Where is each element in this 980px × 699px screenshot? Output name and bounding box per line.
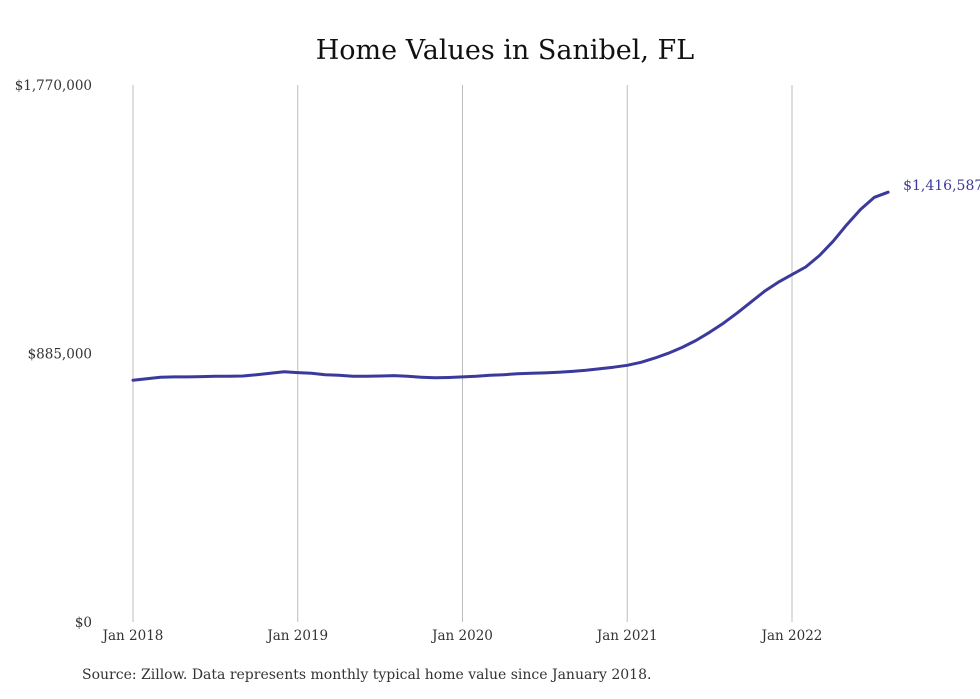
x-tick-label: Jan 2018 [101,628,164,644]
x-axis-tick-labels: Jan 2018 Jan 2019 Jan 2020 Jan 2021 Jan 2022 [101,628,823,644]
end-value-label: $1,416,587 [903,178,980,194]
y-tick-label: $885,000 [28,347,92,363]
series-group [131,190,890,382]
chart-title: Home Values in Sanibel, FL [316,35,695,66]
source-note: Source: Zillow. Data represents monthly … [82,667,652,683]
vertical-gridlines [132,85,793,622]
x-tick-label: Jan 2021 [595,628,658,644]
x-tick-label: Jan 2020 [430,628,493,644]
y-axis-tick-labels: $0 $885,000 $1,770,000 [15,78,92,631]
y-tick-label: $0 [75,615,92,631]
series-line-0 [131,190,890,382]
x-tick-label: Jan 2019 [265,628,328,644]
x-tick-label: Jan 2022 [760,628,823,644]
y-tick-label: $1,770,000 [15,78,92,94]
end-label-group: $1,416,587 [903,178,980,194]
